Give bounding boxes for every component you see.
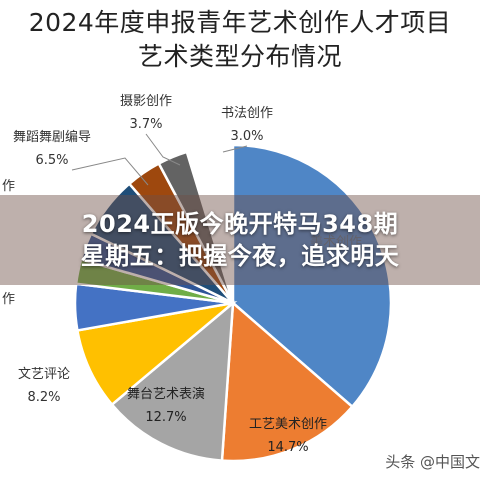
leader-line: [71, 157, 149, 186]
slice-value-label: 8.2%: [27, 390, 60, 405]
pie-slice: [157, 150, 235, 304]
slice-value-label: 3.0%: [230, 129, 263, 144]
overlay-line-2: 星期五：把握今夜，追求明天: [80, 242, 400, 270]
slice-category-label: 工艺美术创作: [249, 417, 327, 432]
slice-category-label: 文艺评论: [18, 367, 70, 382]
leader-line: [222, 145, 248, 153]
slice-category-label: 摄影创作: [120, 94, 172, 109]
partial-label: 作: [2, 292, 15, 307]
slice-value-label: 12.7%: [145, 410, 186, 425]
overlay-banner: 2024正版今晚开特马348期 星期五：把握今夜，追求明天: [0, 195, 480, 285]
pie-slice: [110, 300, 235, 462]
slice-category-label: 舞蹈舞剧编导: [13, 130, 91, 145]
slice-category-label: 舞台艺术表演: [127, 386, 205, 402]
slice-value-label: 6.5%: [35, 153, 68, 168]
leader-line: [145, 133, 181, 166]
pie-slice: [231, 143, 393, 409]
slice-value-label: 14.7%: [267, 440, 308, 455]
chart-title-line-2: 艺术类型分布情况: [137, 42, 342, 71]
slice-category-label: 书法创作: [221, 106, 273, 121]
slice-value-label: 3.7%: [129, 117, 162, 132]
partial-label: 美术创作: [310, 235, 362, 250]
partial-label: 作: [2, 179, 15, 194]
chart-title-line-1: 2024年度申报青年艺术创作人才项目: [28, 8, 452, 37]
chart-title: 2024年度申报青年艺术创作人才项目 艺术类型分布情况: [0, 6, 480, 74]
watermark: 头条 @中国文: [385, 453, 480, 471]
overlay-line-1: 2024正版今晚开特马348期: [81, 210, 399, 238]
pie-slice: [220, 300, 355, 463]
